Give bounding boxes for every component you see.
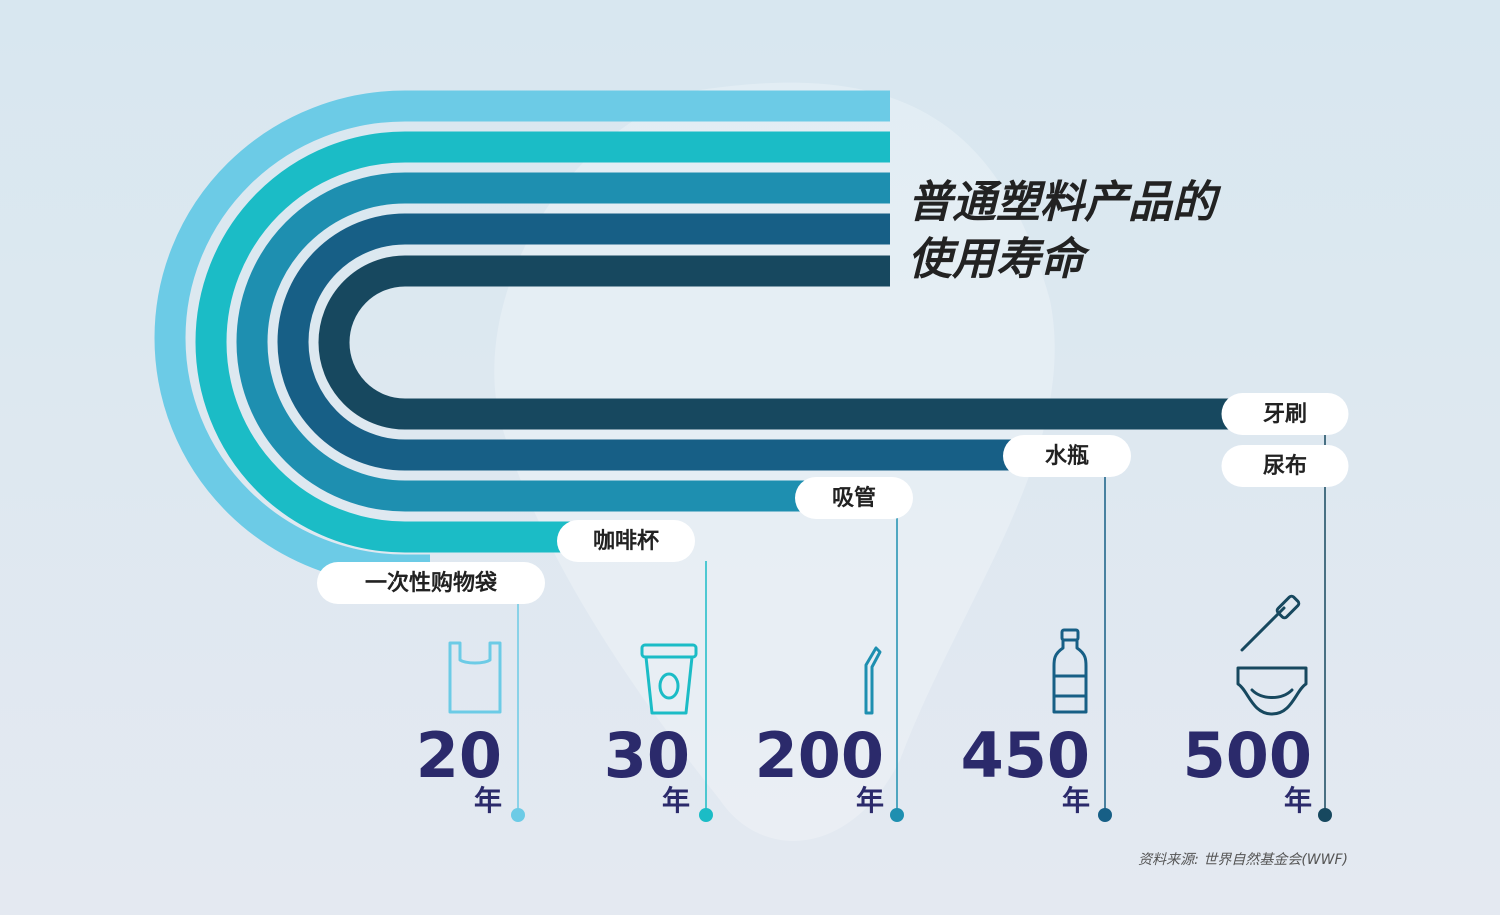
years-unit: 年 [662, 784, 690, 817]
leader-dot [1318, 808, 1332, 822]
item-label: 水瓶 [1045, 444, 1089, 469]
leader-dot [699, 808, 713, 822]
lifespan-band [318, 255, 1290, 430]
years-unit: 年 [1062, 784, 1090, 817]
cup-icon [640, 643, 698, 715]
bottle-icon [1052, 628, 1088, 714]
title-line-2: 使用寿命 [908, 234, 1091, 285]
item-label: 一次性购物袋 [365, 570, 498, 596]
label-pill [795, 477, 913, 519]
item-label: 咖啡杯 [593, 529, 659, 554]
title-line-1: 普通塑料产品的 [908, 177, 1222, 228]
label-pill [1221, 445, 1349, 487]
leader-dot [511, 808, 525, 822]
straw-icon [864, 646, 882, 715]
label-pill [1221, 393, 1349, 435]
source: 资料来源: 世界自然基金会(WWF) [1138, 852, 1348, 868]
item-label: 牙刷 [1263, 402, 1307, 427]
label-pill [557, 520, 695, 562]
years-number: 20 [416, 719, 502, 792]
leader-dot [1098, 808, 1112, 822]
lifespan-band [277, 213, 1060, 471]
leader-dot [890, 808, 904, 822]
lifespan-band [154, 90, 890, 586]
years-number: 450 [961, 719, 1090, 792]
years-number: 30 [604, 719, 690, 792]
toothbrush-diaper-icon [1236, 594, 1308, 716]
item-label: 尿布 [1263, 453, 1307, 479]
bag-icon [448, 641, 502, 714]
years-unit: 年 [856, 784, 884, 817]
years-number: 500 [1183, 719, 1312, 792]
lifespan-band [236, 172, 890, 512]
bands [154, 90, 1290, 586]
years-number: 200 [755, 719, 884, 792]
label-pill [1003, 435, 1131, 477]
years-unit: 年 [1284, 784, 1312, 817]
years-unit: 年 [474, 784, 502, 817]
item-label: 吸管 [832, 485, 876, 511]
label-pill [317, 562, 545, 604]
lifespan-band [195, 131, 890, 553]
